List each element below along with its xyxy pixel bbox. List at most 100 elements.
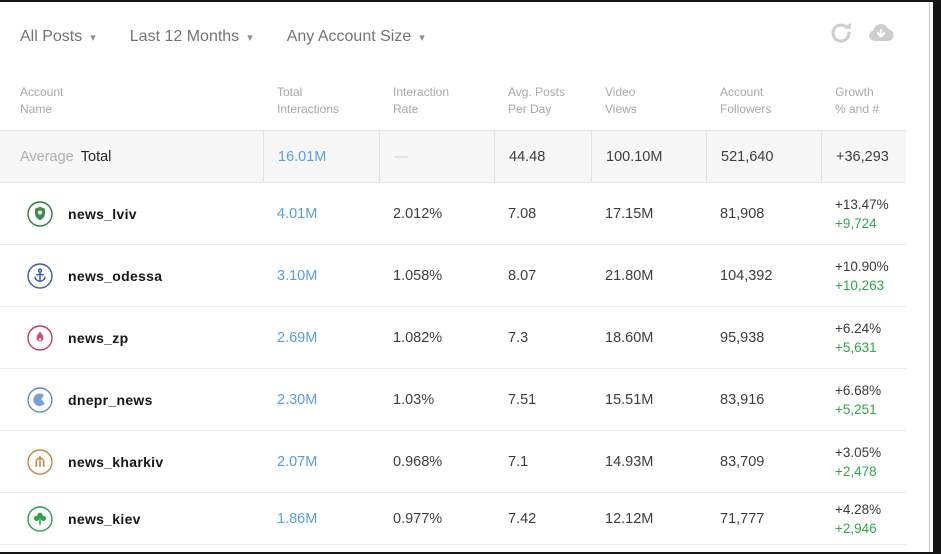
average-total-interactions-link[interactable]: 16.01M [278, 148, 327, 165]
analytics-panel: All Posts ▾ Last 12 Months ▾ Any Account… [0, 2, 906, 552]
avg-posts-value: 7.1 [508, 453, 529, 470]
account-name-link[interactable]: news_kiev [68, 510, 141, 527]
growth-cell: +6.24% +5,631 [821, 319, 900, 357]
account-cell: news_lviv [20, 200, 263, 227]
account-row: news_kiev 1.86M 0.977% 7.42 12.12M 71,77… [0, 493, 906, 545]
total-label: Total [80, 148, 112, 165]
column-header-total-interactions[interactable]: Total Interactions [277, 85, 340, 116]
column-header-account-name[interactable]: Account Name [20, 85, 64, 116]
account-row: news_zp 2.69M 1.082% 7.3 18.60M 95,938 +… [0, 307, 906, 369]
growth-percent: +3.05% [835, 444, 882, 460]
lviv-lion-emblem-icon [27, 200, 53, 227]
interaction-rate-value: 1.03% [393, 391, 435, 408]
growth-cell: +13.47% +9,724 [821, 195, 900, 233]
total-interactions-link[interactable]: 1.86M [277, 510, 318, 527]
growth-count: +9,724 [835, 215, 877, 231]
scrollbar-track-line [929, 2, 930, 552]
account-cell: news_odessa [20, 262, 263, 289]
video-views-value: 12.12M [605, 510, 654, 527]
account-cell: news_zp [20, 324, 263, 351]
posts-filter-dropdown[interactable]: All Posts ▾ [20, 28, 96, 46]
total-interactions-link[interactable]: 2.30M [277, 391, 318, 408]
posts-filter-label: All Posts [20, 28, 83, 45]
video-views-value: 17.15M [605, 205, 654, 222]
growth-count: +5,251 [835, 401, 877, 417]
avg-posts-value: 7.3 [508, 329, 529, 346]
zaporizhzhia-emblem-icon [27, 324, 53, 351]
account-cell: dnepr_news [20, 386, 263, 413]
chevron-down-icon: ▾ [419, 31, 425, 44]
total-interactions-link[interactable]: 4.01M [277, 205, 318, 222]
growth-count: +5,631 [835, 339, 877, 355]
average-label-cell: Average Total [20, 131, 263, 182]
account-row: news_kharkiv 2.07M 0.968% 7.1 14.93M 83,… [0, 431, 906, 493]
average-total-row: Average Total 16.01M — 44.48 100.10M 521… [0, 131, 906, 183]
growth-count: +10,263 [835, 277, 885, 293]
account-name-link[interactable]: news_kharkiv [68, 453, 164, 470]
avg-posts-value: 7.08 [508, 205, 537, 222]
interaction-rate-value: 1.082% [393, 329, 443, 346]
account-cell: news_kiev [20, 505, 263, 532]
growth-cell: +6.68% +5,251 [821, 381, 900, 419]
refresh-icon[interactable] [828, 20, 854, 46]
followers-value: 83,709 [720, 453, 765, 470]
growth-cell: +4.28% +2,946 [821, 500, 900, 538]
average-interaction-rate-value: — [394, 148, 409, 165]
date-range-filter-label: Last 12 Months [129, 28, 240, 45]
followers-value: 71,777 [720, 510, 765, 527]
account-size-filter-dropdown[interactable]: Any Account Size ▾ [287, 28, 425, 46]
chevron-down-icon: ▾ [90, 31, 96, 44]
video-views-value: 15.51M [605, 391, 654, 408]
avg-posts-value: 7.51 [508, 391, 537, 408]
growth-percent: +6.24% [835, 320, 882, 336]
account-size-filter-label: Any Account Size [286, 28, 412, 45]
average-avg-posts-value: 44.48 [494, 131, 591, 182]
growth-count: +2,478 [835, 463, 877, 479]
average-label: Average [20, 148, 74, 165]
growth-cell: +10.90% +10,263 [821, 257, 900, 295]
account-name-link[interactable]: dnepr_news [68, 391, 153, 408]
followers-value: 95,938 [720, 329, 765, 346]
growth-percent: +13.47% [835, 196, 889, 212]
dnipro-emblem-icon [27, 386, 53, 413]
average-followers-value: 521,640 [706, 131, 821, 182]
account-name-link[interactable]: news_zp [68, 329, 129, 346]
account-name-link[interactable]: news_odessa [68, 267, 163, 284]
average-growth-value: +36,293 [821, 131, 900, 182]
growth-percent: +10.90% [835, 258, 889, 274]
date-range-filter-dropdown[interactable]: Last 12 Months ▾ [130, 28, 253, 46]
kharkiv-emblem-icon [27, 448, 53, 475]
interaction-rate-value: 2.012% [393, 205, 443, 222]
growth-percent: +4.28% [835, 501, 882, 517]
account-name-link[interactable]: news_lviv [68, 205, 137, 222]
interaction-rate-value: 0.968% [393, 453, 443, 470]
growth-count: +2,946 [835, 520, 877, 536]
scrollbar[interactable] [933, 2, 941, 552]
column-header-avg-posts[interactable]: Avg. Posts Per Day [508, 85, 566, 116]
account-row: news_odessa 3.10M 1.058% 8.07 21.80M 104… [0, 245, 906, 307]
toolbar: All Posts ▾ Last 12 Months ▾ Any Account… [0, 2, 906, 72]
followers-value: 81,908 [720, 205, 765, 222]
column-header-followers[interactable]: Account Followers [720, 85, 772, 116]
odessa-anchor-emblem-icon [27, 262, 53, 289]
kiev-chestnut-emblem-icon [27, 505, 53, 532]
total-interactions-link[interactable]: 2.07M [277, 453, 318, 470]
chevron-down-icon: ▾ [247, 31, 253, 44]
column-header-growth[interactable]: Growth % and # [835, 85, 880, 116]
avg-posts-value: 7.42 [508, 510, 537, 527]
cloud-download-icon[interactable] [866, 20, 896, 46]
total-interactions-link[interactable]: 3.10M [277, 267, 318, 284]
column-header-video-views[interactable]: Video Views [605, 85, 637, 116]
total-interactions-link[interactable]: 2.69M [277, 329, 318, 346]
account-row: news_lviv 4.01M 2.012% 7.08 17.15M 81,90… [0, 183, 906, 245]
account-cell: news_kharkiv [20, 448, 263, 475]
table-header-row: Account Name Total Interactions Interact… [0, 72, 906, 131]
video-views-value: 18.60M [605, 329, 654, 346]
video-views-value: 21.80M [605, 267, 654, 284]
followers-value: 104,392 [720, 267, 773, 284]
account-row: dnepr_news 2.30M 1.03% 7.51 15.51M 83,91… [0, 369, 906, 431]
average-video-views-value: 100.10M [591, 131, 706, 182]
followers-value: 83,916 [720, 391, 765, 408]
column-header-interaction-rate[interactable]: Interaction Rate [393, 85, 450, 116]
